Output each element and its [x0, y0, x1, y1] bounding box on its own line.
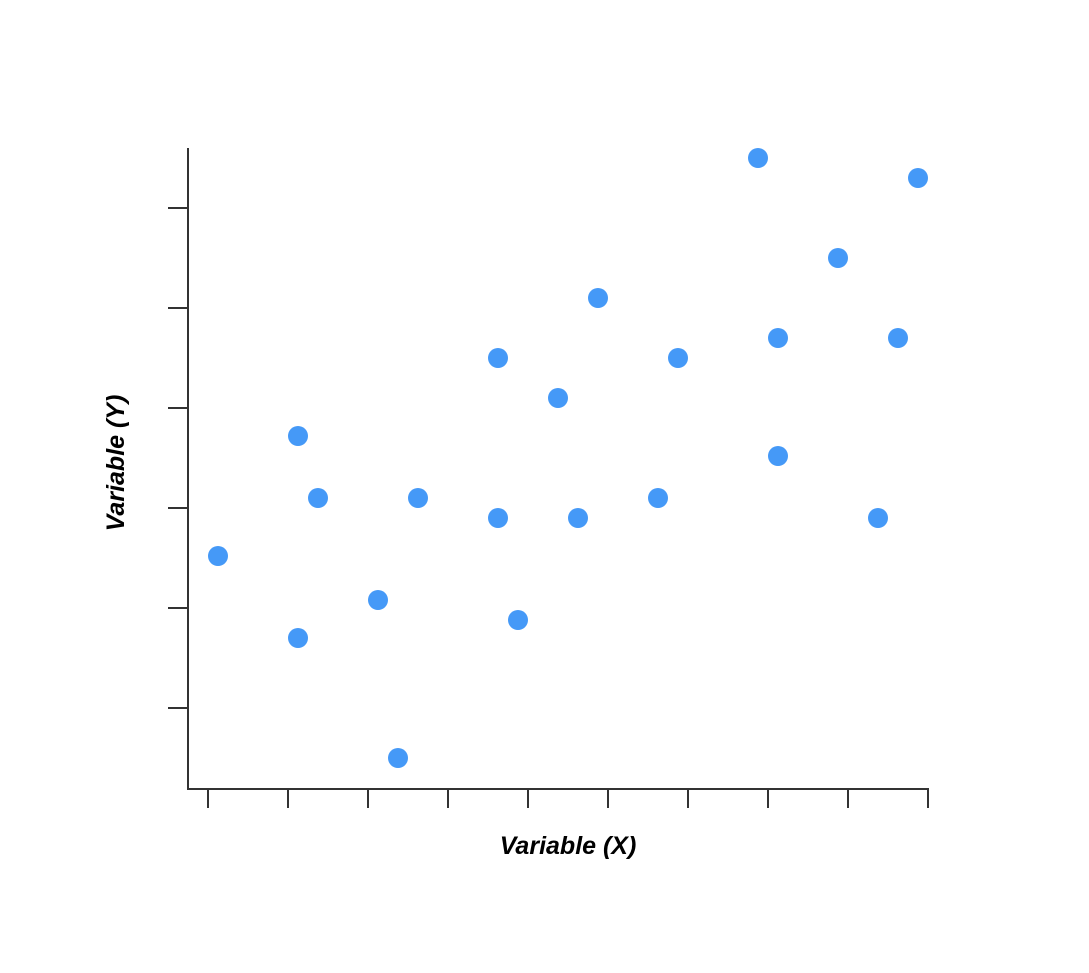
- data-point-13: [588, 288, 608, 308]
- y-axis-ticks: [168, 207, 188, 709]
- scatter-points: [208, 148, 928, 768]
- data-point-10: [508, 610, 528, 630]
- data-point-17: [768, 328, 788, 348]
- x-axis-ticks: [207, 789, 929, 808]
- data-point-5: [368, 590, 388, 610]
- data-point-4: [288, 628, 308, 648]
- data-point-8: [488, 508, 508, 528]
- data-point-7: [408, 488, 428, 508]
- data-point-20: [868, 508, 888, 528]
- data-point-15: [668, 348, 688, 368]
- data-point-11: [548, 388, 568, 408]
- data-point-12: [568, 508, 588, 528]
- y-axis-title: Variable (Y): [102, 395, 130, 532]
- data-point-9: [488, 348, 508, 368]
- data-point-22: [908, 168, 928, 188]
- data-point-3: [308, 488, 328, 508]
- data-point-6: [388, 748, 408, 768]
- data-point-19: [828, 248, 848, 268]
- data-point-18: [768, 446, 788, 466]
- data-point-1: [208, 546, 228, 566]
- x-axis-title: Variable (X): [500, 832, 637, 860]
- data-point-14: [648, 488, 668, 508]
- data-point-21: [888, 328, 908, 348]
- data-point-16: [748, 148, 768, 168]
- data-point-2: [288, 426, 308, 446]
